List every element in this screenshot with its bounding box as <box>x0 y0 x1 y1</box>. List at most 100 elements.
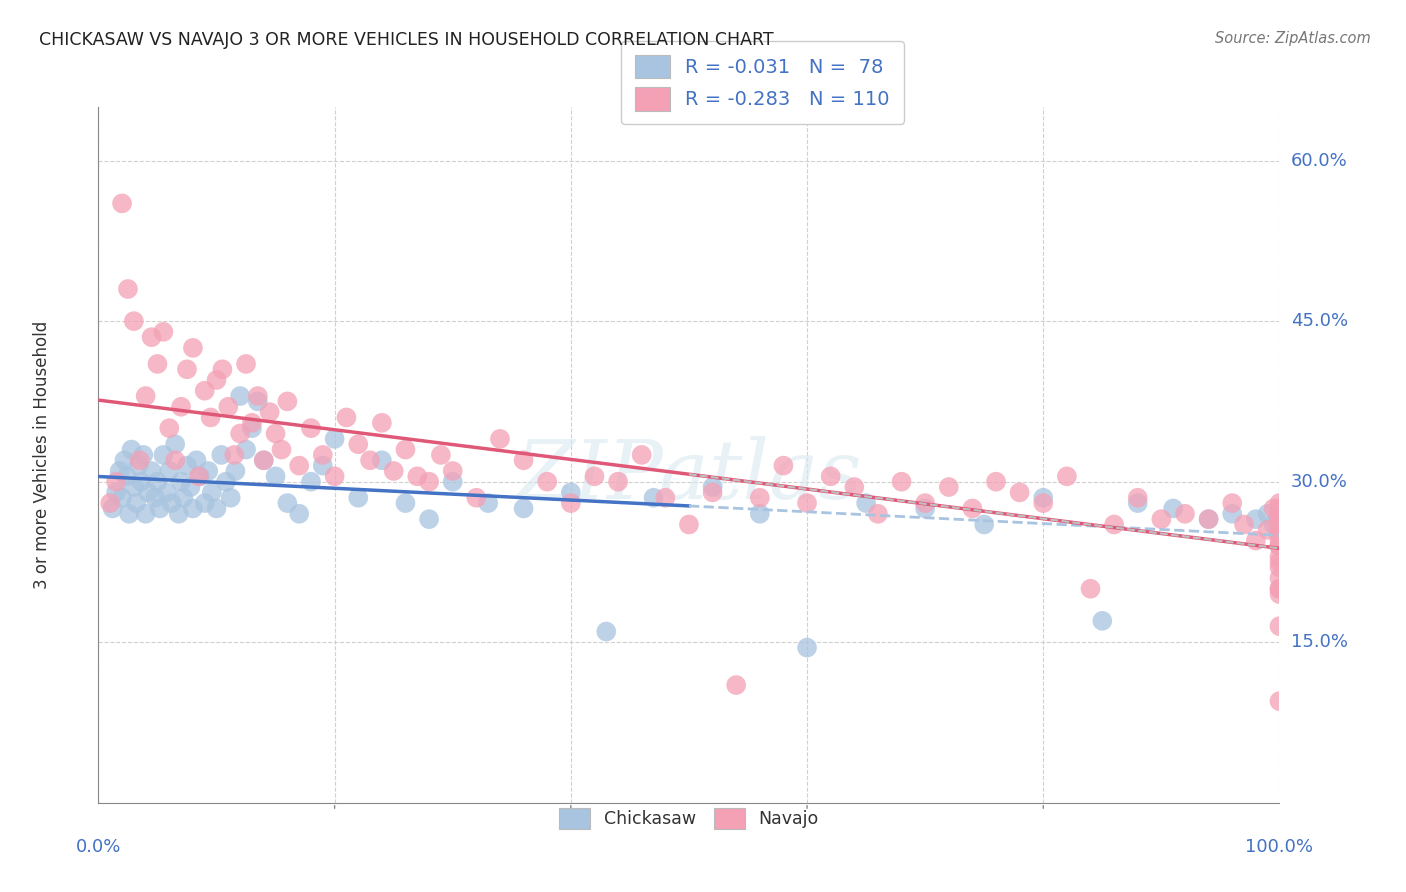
Point <box>219 491 242 505</box>
Point <box>240 421 263 435</box>
Point <box>1263 501 1285 516</box>
Point <box>200 410 222 425</box>
Point <box>176 458 198 473</box>
Point <box>240 416 263 430</box>
Point <box>156 485 179 500</box>
Text: 3 or more Vehicles in Household: 3 or more Vehicles in Household <box>32 321 51 589</box>
Point <box>654 491 676 505</box>
Point <box>1244 512 1267 526</box>
Point <box>820 469 842 483</box>
Point <box>1198 512 1220 526</box>
Text: 60.0%: 60.0% <box>1291 152 1347 169</box>
Point <box>167 507 190 521</box>
Point <box>141 330 163 344</box>
Point <box>209 448 232 462</box>
Point <box>1268 582 1291 596</box>
Point <box>312 458 335 473</box>
Point <box>347 437 370 451</box>
Point <box>1268 528 1291 542</box>
Point <box>129 475 152 489</box>
Point <box>1268 582 1291 596</box>
Point <box>347 491 370 505</box>
Point <box>1268 507 1291 521</box>
Point <box>702 480 724 494</box>
Point <box>264 426 287 441</box>
Point <box>141 464 163 478</box>
Point <box>111 196 134 211</box>
Point <box>201 485 224 500</box>
Point <box>1268 501 1291 516</box>
Point <box>394 496 416 510</box>
Point <box>1244 533 1267 548</box>
Point <box>1198 512 1220 526</box>
Point <box>105 485 128 500</box>
Point <box>630 448 652 462</box>
Point <box>180 480 202 494</box>
Point <box>1268 523 1291 537</box>
Point <box>235 357 257 371</box>
Point <box>1268 512 1291 526</box>
Point <box>914 501 936 516</box>
Point <box>181 501 204 516</box>
Point <box>323 469 346 483</box>
Point <box>160 496 183 510</box>
Point <box>122 314 145 328</box>
Point <box>595 624 617 639</box>
Point <box>1263 517 1285 532</box>
Point <box>188 469 211 483</box>
Point <box>560 485 582 500</box>
Point <box>215 475 238 489</box>
Point <box>1268 517 1291 532</box>
Point <box>1008 485 1031 500</box>
Point <box>1102 517 1125 532</box>
Point <box>1032 491 1054 505</box>
Point <box>1268 517 1291 532</box>
Point <box>128 453 150 467</box>
Point <box>1150 512 1173 526</box>
Point <box>170 400 193 414</box>
Point <box>1091 614 1114 628</box>
Point <box>748 491 770 505</box>
Point <box>430 448 453 462</box>
Point <box>117 282 139 296</box>
Point <box>299 475 322 489</box>
Point <box>264 469 287 483</box>
Point <box>1268 619 1291 633</box>
Point <box>796 640 818 655</box>
Point <box>418 475 440 489</box>
Point <box>128 458 150 473</box>
Text: Source: ZipAtlas.com: Source: ZipAtlas.com <box>1215 31 1371 46</box>
Point <box>1268 512 1291 526</box>
Point <box>643 491 665 505</box>
Point <box>111 491 134 505</box>
Point <box>101 501 124 516</box>
Point <box>382 464 405 478</box>
Point <box>312 448 335 462</box>
Point <box>217 400 239 414</box>
Point <box>1268 528 1291 542</box>
Point <box>194 496 217 510</box>
Point <box>135 389 157 403</box>
Point <box>890 475 912 489</box>
Point <box>418 512 440 526</box>
Point <box>1032 496 1054 510</box>
Point <box>1268 533 1291 548</box>
Point <box>259 405 281 419</box>
Point <box>270 442 292 457</box>
Point <box>1056 469 1078 483</box>
Point <box>323 432 346 446</box>
Point <box>132 448 155 462</box>
Point <box>1220 507 1243 521</box>
Point <box>136 485 159 500</box>
Point <box>748 507 770 521</box>
Point <box>122 480 145 494</box>
Point <box>1220 496 1243 510</box>
Point <box>276 496 298 510</box>
Point <box>1268 571 1291 585</box>
Point <box>1268 528 1291 542</box>
Point <box>866 507 889 521</box>
Legend: Chickasaw, Navajo: Chickasaw, Navajo <box>548 797 830 839</box>
Point <box>477 496 499 510</box>
Point <box>371 416 394 430</box>
Point <box>299 421 322 435</box>
